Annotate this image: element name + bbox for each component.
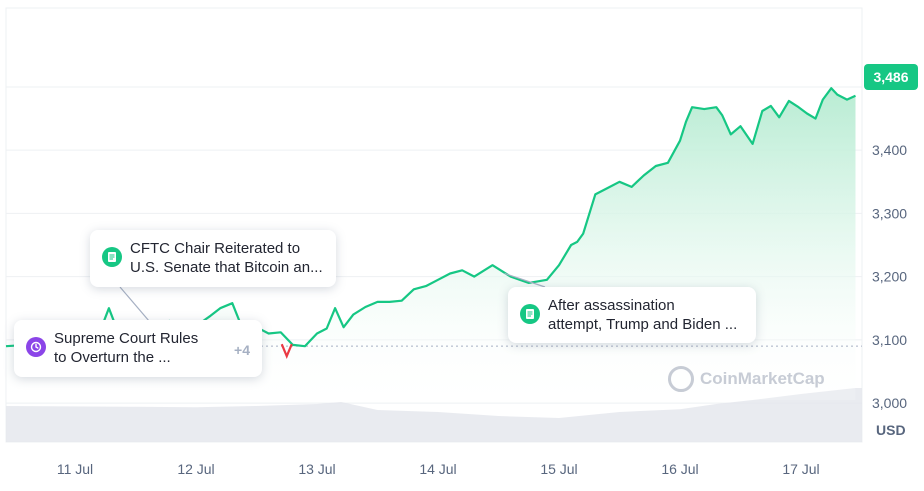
x-tick-label: 15 Jul (540, 461, 577, 477)
news-card-cftc[interactable]: CFTC Chair Reiterated to U.S. Senate tha… (90, 230, 336, 287)
news-card-line1: CFTC Chair Reiterated to (130, 240, 301, 257)
coinmarketcap-logo-icon (668, 366, 694, 392)
news-card-line1: Supreme Court Rules (54, 330, 199, 347)
news-card-line2: to Overturn the ... (54, 349, 171, 366)
y-tick-label: 3,200 (872, 269, 907, 285)
news-card-line2: attempt, Trump and Biden ... (548, 316, 738, 333)
x-tick-label: 16 Jul (661, 461, 698, 477)
y-tick-label: 3,000 (872, 395, 907, 411)
news-card-line2: U.S. Senate that Bitcoin an... (130, 259, 323, 276)
x-tick-label: 17 Jul (782, 461, 819, 477)
news-card-line1: After assassination (548, 297, 675, 314)
x-tick-label: 11 Jul (57, 461, 93, 477)
current-price-badge: 3,486 (864, 64, 918, 90)
current-price-label: 3,486 (873, 69, 909, 85)
x-tick-label: 12 Jul (177, 461, 214, 477)
watermark: CoinMarketCap (668, 366, 825, 392)
clock-icon (26, 337, 46, 357)
volume-area (6, 388, 862, 442)
annotation-connector (504, 272, 546, 288)
x-tick-label: 14 Jul (419, 461, 456, 477)
x-tick-label: 13 Jul (298, 461, 335, 477)
more-events-count[interactable]: +4 (234, 342, 250, 358)
document-icon (102, 247, 122, 267)
news-card-supreme-court[interactable]: Supreme Court Rules to Overturn the ... … (14, 320, 262, 377)
currency-unit-label: USD (876, 422, 906, 438)
price-line-below-reference (280, 343, 293, 360)
y-tick-label: 3,300 (872, 205, 907, 221)
document-icon (520, 304, 540, 324)
watermark-text: CoinMarketCap (700, 369, 825, 388)
y-tick-label: 3,100 (872, 332, 907, 348)
news-card-assassination[interactable]: After assassination attempt, Trump and B… (508, 287, 756, 343)
y-tick-label: 3,400 (872, 142, 907, 158)
